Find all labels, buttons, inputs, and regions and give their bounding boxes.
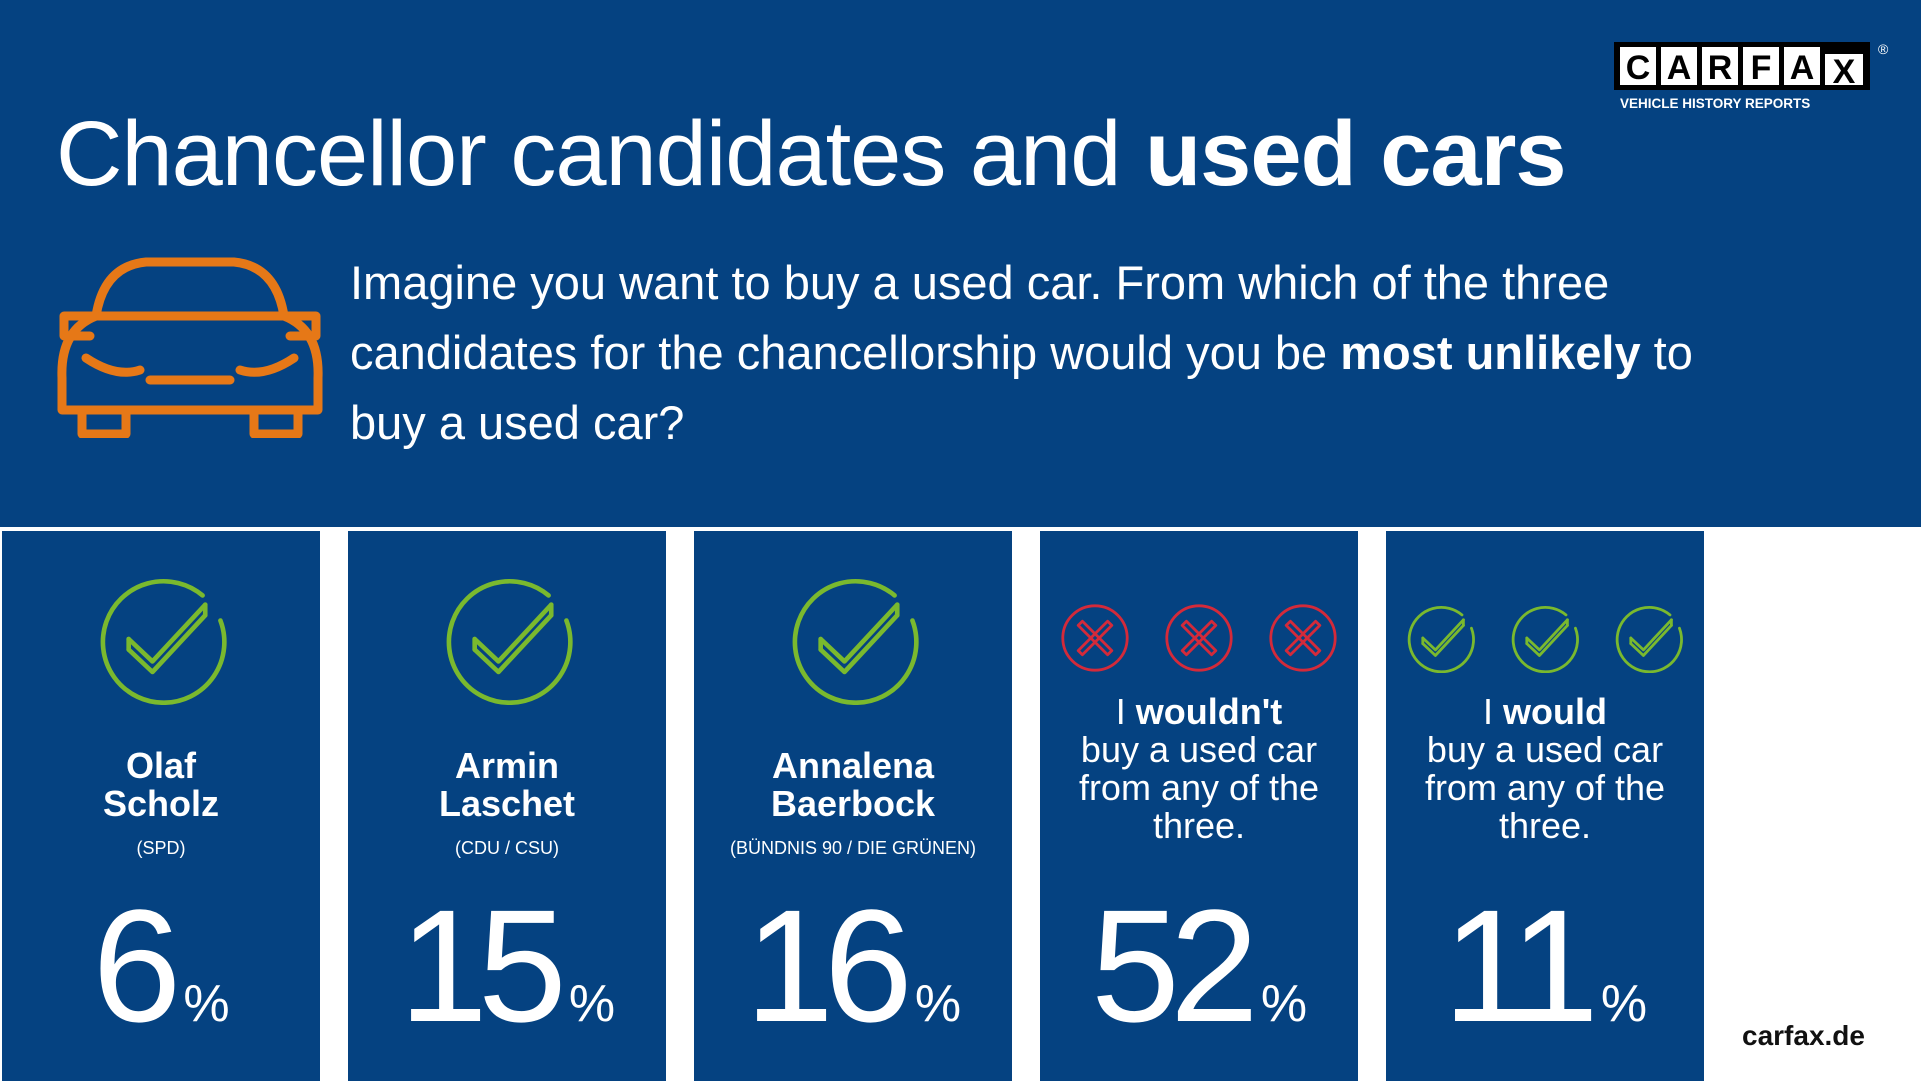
- percentage: 15%: [348, 886, 666, 1046]
- percent-sign: %: [183, 975, 230, 1033]
- percentage: 11%: [1386, 886, 1704, 1046]
- percentage-value: 16: [744, 876, 913, 1055]
- percentage-value: 6: [92, 876, 181, 1055]
- question-emphasis: most unlikely: [1340, 326, 1641, 379]
- percent-sign: %: [914, 975, 962, 1033]
- result-card-scholz: Olaf Scholz (SPD) 6%: [2, 531, 320, 1081]
- logo-tagline: VEHICLE HISTORY REPORTS: [1620, 96, 1810, 111]
- website-link[interactable]: carfax.de: [1742, 1020, 1865, 1051]
- logo-letter: F: [1751, 49, 1772, 87]
- result-card-laschet: Armin Laschet (CDU / CSU) 15%: [348, 531, 666, 1081]
- candidate-first-name: Armin: [454, 745, 559, 786]
- result-card-all: I would buy a used car from any of the t…: [1386, 531, 1704, 1081]
- logo-letter: A: [1667, 49, 1692, 87]
- question-part-1: Imagine you want to buy a used car. From…: [350, 256, 1610, 379]
- percentage-value: 15: [398, 876, 567, 1055]
- registered-mark: ®: [1878, 41, 1889, 57]
- candidate-name: Annalena Baerbock: [694, 747, 1012, 823]
- percentage-value: 52: [1090, 876, 1259, 1055]
- candidate-last-name: Scholz: [102, 783, 219, 824]
- question-part-2: to buy a used car?: [350, 326, 1693, 449]
- carfax-logo: C A R F A X VEHICLE HISTORY REPORTS ®: [1614, 41, 1889, 111]
- header-banner: Chancellor candidates and used cars Imag…: [0, 0, 1921, 527]
- car-icon: [57, 257, 323, 438]
- percent-sign: %: [1260, 975, 1308, 1033]
- candidate-name: Armin Laschet: [348, 747, 666, 823]
- candidate-last-name: Baerbock: [770, 783, 936, 824]
- candidate-name: Olaf Scholz: [2, 747, 320, 823]
- party-label: (CDU / CSU): [455, 838, 559, 858]
- statement-emphasis: wouldn't: [1135, 691, 1283, 732]
- percent-sign: %: [1600, 975, 1648, 1033]
- check-circle-icon: [1615, 606, 1683, 673]
- percentage: 6%: [2, 886, 320, 1046]
- logo-letter: A: [1790, 49, 1815, 87]
- check-circle-icon: [1511, 606, 1579, 673]
- title-regular: Chancellor candidates and: [56, 103, 1145, 205]
- result-card-none: I wouldn't buy a used car from any of th…: [1040, 531, 1358, 1081]
- survey-question: Imagine you want to buy a used car. From…: [350, 248, 1750, 458]
- statement-post: buy a used car from any of the three.: [1078, 729, 1320, 846]
- check-circle-icon: [100, 579, 227, 705]
- check-circle-icon: [446, 579, 573, 705]
- result-card-baerbock: Annalena Baerbock (BÜNDNIS 90 / DIE GRÜN…: [694, 531, 1012, 1081]
- option-statement: I would buy a used car from any of the t…: [1386, 693, 1704, 845]
- percentage-value: 11: [1442, 876, 1599, 1055]
- check-circle-icon: [792, 579, 919, 705]
- x-circle-icon: [1165, 604, 1233, 672]
- candidate-first-name: Olaf: [125, 745, 196, 786]
- title-bold: used cars: [1144, 103, 1567, 205]
- party-label: (BÜNDNIS 90 / DIE GRÜNEN): [729, 838, 977, 858]
- x-circle-icon: [1061, 604, 1129, 672]
- logo-letter: R: [1708, 49, 1733, 87]
- statement-emphasis: would: [1503, 691, 1607, 732]
- x-circle-icon: [1269, 604, 1337, 672]
- percentage: 16%: [694, 886, 1012, 1046]
- percentage: 52%: [1040, 886, 1358, 1046]
- party-label: (SPD): [136, 838, 186, 858]
- check-icon-row: [1386, 603, 1704, 675]
- candidate-last-name: Laschet: [438, 783, 576, 824]
- statement-pre: I: [1115, 691, 1136, 732]
- check-circle-icon: [1407, 606, 1475, 673]
- option-statement: I wouldn't buy a used car from any of th…: [1040, 693, 1358, 845]
- statement-pre: I: [1483, 691, 1504, 732]
- percent-sign: %: [568, 975, 616, 1033]
- cross-icon-row: [1040, 603, 1358, 675]
- statement-post: buy a used car from any of the three.: [1424, 729, 1666, 846]
- logo-letter: C: [1626, 49, 1651, 87]
- candidate-first-name: Annalena: [771, 745, 935, 786]
- logo-letter: X: [1833, 53, 1856, 91]
- page-title: Chancellor candidates and used cars: [56, 108, 1567, 200]
